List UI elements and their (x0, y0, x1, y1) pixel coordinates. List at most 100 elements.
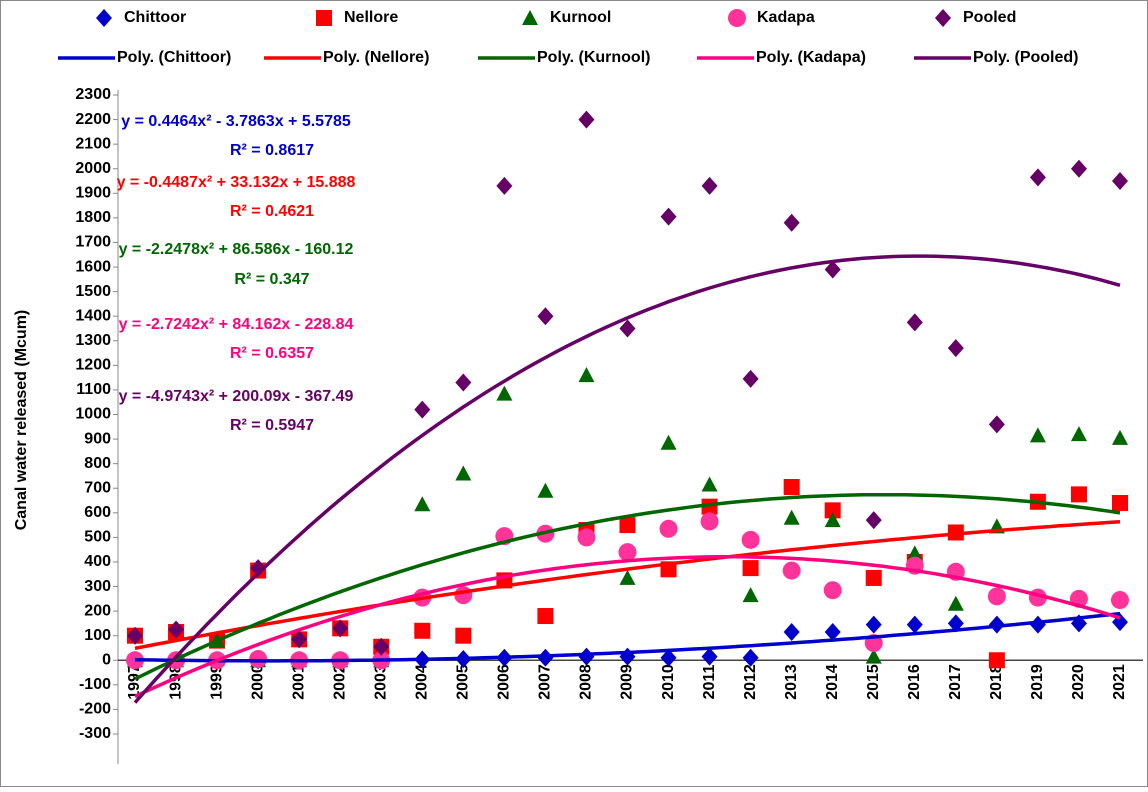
legend-label: Nellore (344, 9, 398, 26)
marker (1070, 486, 1087, 503)
marker (824, 623, 841, 642)
trendline (134, 519, 1121, 651)
y-tick-label: 2200 (75, 111, 111, 128)
x-tick-label: 2011 (701, 665, 718, 700)
trendline (134, 492, 1121, 681)
y-tick-label: 900 (84, 430, 111, 447)
marker (741, 530, 760, 549)
marker (619, 569, 636, 585)
x-tick-label: 1998 (167, 664, 184, 700)
marker (823, 581, 842, 600)
marker (618, 543, 637, 562)
marker (906, 313, 923, 332)
y-tick-label: -100 (79, 676, 111, 693)
y-tick-label: 200 (84, 602, 111, 619)
marker (988, 652, 1005, 669)
x-tick-label: 2005 (455, 664, 472, 700)
marker (783, 509, 800, 525)
marker (454, 586, 473, 605)
marker (660, 207, 677, 226)
marker (414, 496, 431, 512)
marker (455, 465, 472, 481)
x-tick-label: 2008 (578, 664, 595, 700)
marker (742, 648, 759, 667)
y-tick-label: 1700 (75, 234, 111, 251)
marker (168, 620, 185, 639)
x-tick-label: 2000 (249, 664, 266, 700)
x-tick-label: 2004 (414, 664, 431, 700)
x-tick-label: 1997 (126, 664, 143, 700)
y-tick-label: 1000 (75, 406, 111, 423)
x-tick-label: 2002 (331, 664, 348, 700)
marker (1112, 172, 1128, 191)
y-tick-label: 1600 (75, 258, 111, 275)
marker (291, 630, 308, 649)
marker (455, 627, 472, 644)
y-tick-label: 400 (84, 553, 111, 570)
marker (578, 367, 595, 383)
trend-r2: R² = 0.8617 (230, 142, 314, 159)
y-tick-label: -200 (79, 701, 111, 718)
legend-label: Kadapa (757, 9, 815, 26)
marker (1070, 159, 1087, 178)
marker (865, 569, 882, 586)
marker (782, 561, 801, 580)
legend-label: Kurnool (550, 9, 611, 26)
marker (619, 517, 636, 534)
marker (414, 400, 431, 419)
trend-r2: R² = 0.347 (234, 271, 309, 288)
x-tick-label: 2013 (783, 664, 800, 700)
marker (824, 502, 841, 519)
legend-marker (522, 10, 538, 25)
marker (578, 110, 595, 129)
trend-equation: y = -4.9743x² + 200.09x - 367.49 (119, 388, 354, 405)
y-tick-label: 800 (84, 455, 111, 472)
y-tick-label: 1200 (75, 357, 111, 374)
legend-label: Poly. (Pooled) (973, 49, 1078, 66)
marker (414, 622, 431, 639)
marker (660, 434, 677, 450)
x-tick-label: 2014 (824, 664, 841, 700)
x-tick-label: 2012 (742, 664, 759, 700)
marker (824, 512, 841, 528)
marker (783, 479, 800, 496)
marker (660, 648, 677, 667)
trend-r2: R² = 0.4621 (230, 203, 314, 220)
marker (865, 615, 882, 634)
marker (578, 647, 595, 666)
trend-equation: y = -2.7242x² + 84.162x - 228.84 (119, 316, 354, 333)
legend-label: Poly. (Nellore) (323, 49, 429, 66)
marker (127, 626, 143, 645)
marker (1111, 591, 1129, 610)
x-tick-label: 2010 (660, 664, 677, 700)
marker (1029, 168, 1046, 187)
legend-marker (96, 9, 112, 27)
marker (249, 650, 268, 669)
trendline (133, 254, 1121, 704)
trendline (134, 555, 1121, 699)
marker (865, 511, 882, 530)
x-tick-label: 2009 (619, 664, 636, 700)
trend-r2: R² = 0.6357 (230, 345, 314, 362)
x-tick-label: 2016 (906, 664, 923, 700)
marker (537, 608, 554, 625)
x-tick-label: 2021 (1111, 664, 1128, 700)
y-tick-label: 1300 (75, 332, 111, 349)
marker (455, 373, 472, 392)
x-tick-label: 2007 (537, 664, 554, 700)
marker (1112, 494, 1128, 511)
y-tick-label: 1100 (76, 381, 111, 398)
marker (783, 213, 800, 232)
marker (619, 319, 636, 338)
marker (250, 559, 267, 578)
x-tick-label: 2019 (1029, 664, 1046, 700)
marker (947, 339, 964, 358)
y-tick-label: 300 (84, 578, 111, 595)
x-tick-label: 2017 (947, 664, 964, 700)
marker (537, 307, 554, 326)
x-tick-label: 2015 (865, 664, 882, 700)
marker (537, 482, 554, 498)
x-tick-label: 2003 (372, 664, 389, 700)
marker (332, 619, 349, 638)
marker (577, 528, 596, 547)
